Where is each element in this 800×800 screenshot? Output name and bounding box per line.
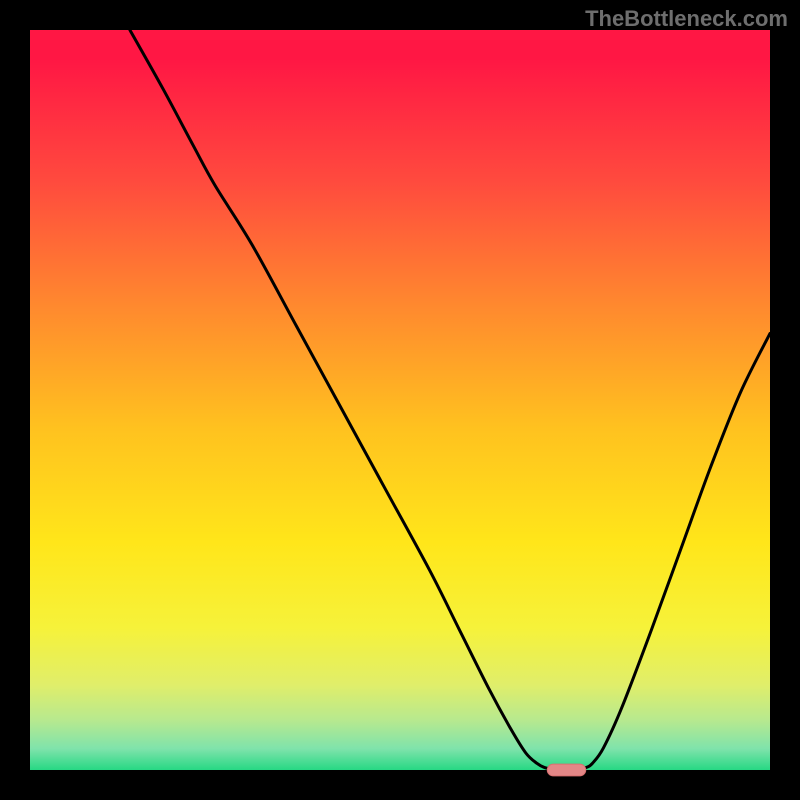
optimal-marker: [547, 764, 585, 776]
chart-svg: [0, 0, 800, 800]
watermark-text: TheBottleneck.com: [585, 6, 788, 32]
bottleneck-chart: TheBottleneck.com: [0, 0, 800, 800]
